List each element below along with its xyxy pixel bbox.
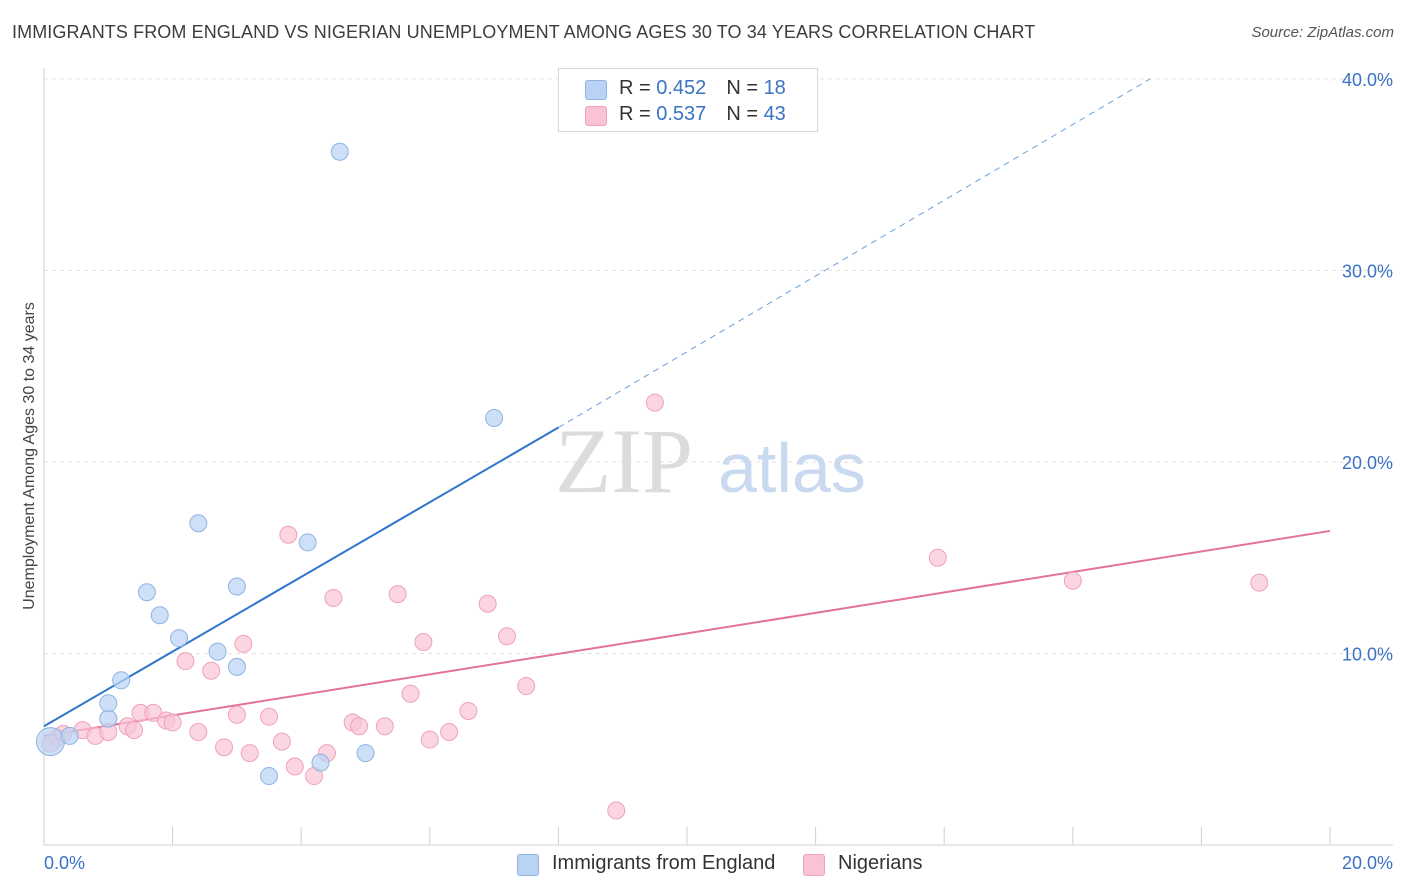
nigerians-point [497,627,516,646]
nigerians-point [279,525,298,544]
england-trend-extension [558,78,1151,428]
nigerians-point [420,730,439,749]
y-tick-label: 10.0% [1342,645,1393,665]
nigerians-point [375,717,394,736]
nigerians-point [401,684,420,703]
series-legend: Immigrants from England Nigerians [0,851,1406,877]
nigerians-swatch [585,106,607,126]
nigerians-point [414,633,433,652]
nigerians-point [227,705,246,724]
nigerians-n-value: 43 [763,103,786,125]
nigerians-point [202,661,221,680]
england-swatch [585,80,607,100]
nigerians-r-label: R = [619,103,657,125]
nigerians-point [1063,571,1082,590]
england-point [99,709,118,728]
england-point [260,767,279,786]
england-point [208,642,227,661]
correlation-legend: R = 0.452 N = 18 R = 0.537 N = 43 [558,68,818,132]
england-point [298,533,317,552]
chart-title: IMMIGRANTS FROM ENGLAND VS NIGERIAN UNEM… [12,22,1036,42]
watermark: ZIP atlas [555,410,866,512]
england-point [35,727,65,757]
nigerians-point [272,732,291,751]
y-tick-label: 20.0% [1342,453,1393,473]
nigerians-point [517,677,536,696]
y-tick-label: 40.0% [1342,70,1393,90]
nigerians-point [176,652,195,671]
y-axis-label: Unemployment Among Ages 30 to 34 years [21,302,38,610]
england-point [112,671,131,690]
england-r-value: 0.452 [656,77,707,99]
nigerians-r-value: 0.537 [656,103,707,125]
england-point [170,629,189,648]
nigerians-point [459,701,478,720]
england-point [227,657,246,676]
nigerians-n-label: N = [726,103,764,125]
nigerians-point [260,707,279,726]
nigerians-point [234,634,253,653]
nigerians-point [324,588,343,607]
nigerians-point [240,744,259,763]
england-point [99,694,118,713]
england-point [60,726,79,745]
trend-lines [43,78,1331,737]
england-point [485,408,504,427]
nigerians-point [215,738,234,757]
england-point [311,753,330,772]
england-trend-line [43,426,559,728]
axes [43,68,1393,846]
england-legend-label: Immigrants from England [552,852,776,874]
watermark-atlas: atlas [718,429,866,507]
england-point [330,142,349,161]
england-point [150,606,169,625]
nigerians-point [350,717,369,736]
y-tick-label: 30.0% [1342,262,1393,282]
data-points [35,142,1269,820]
england-point [356,744,375,763]
nigerians-trend-line [43,529,1331,737]
nigerians-point [478,594,497,613]
england-r-label: R = [619,77,657,99]
x-tick-label-min: 0.0% [44,853,85,873]
nigerians-point [645,393,664,412]
england-n-value: 18 [763,77,786,99]
source-label: Source: ZipAtlas.com [1251,24,1394,41]
nigerians-legend-label: Nigerians [838,852,923,874]
nigerians-point [388,585,407,604]
england-legend-swatch [517,854,539,876]
x-tick-label-max: 20.0% [1342,853,1393,873]
nigerians-point [440,723,459,742]
england-point [137,583,156,602]
nigerians-point [163,713,182,732]
england-point [189,514,208,533]
nigerians-legend-swatch [803,854,825,876]
nigerians-point [1250,573,1269,592]
england-point [227,577,246,596]
england-n-label: N = [726,77,764,99]
gridlines [44,78,1393,654]
nigerians-point [928,548,947,567]
nigerians-point [607,801,626,820]
nigerians-point [285,757,304,776]
watermark-zip: ZIP [555,410,693,512]
nigerians-point [125,721,144,740]
nigerians-point [189,723,208,742]
tick-labels: 10.0% 20.0% 30.0% 40.0% 0.0% 20.0% [44,70,1393,873]
